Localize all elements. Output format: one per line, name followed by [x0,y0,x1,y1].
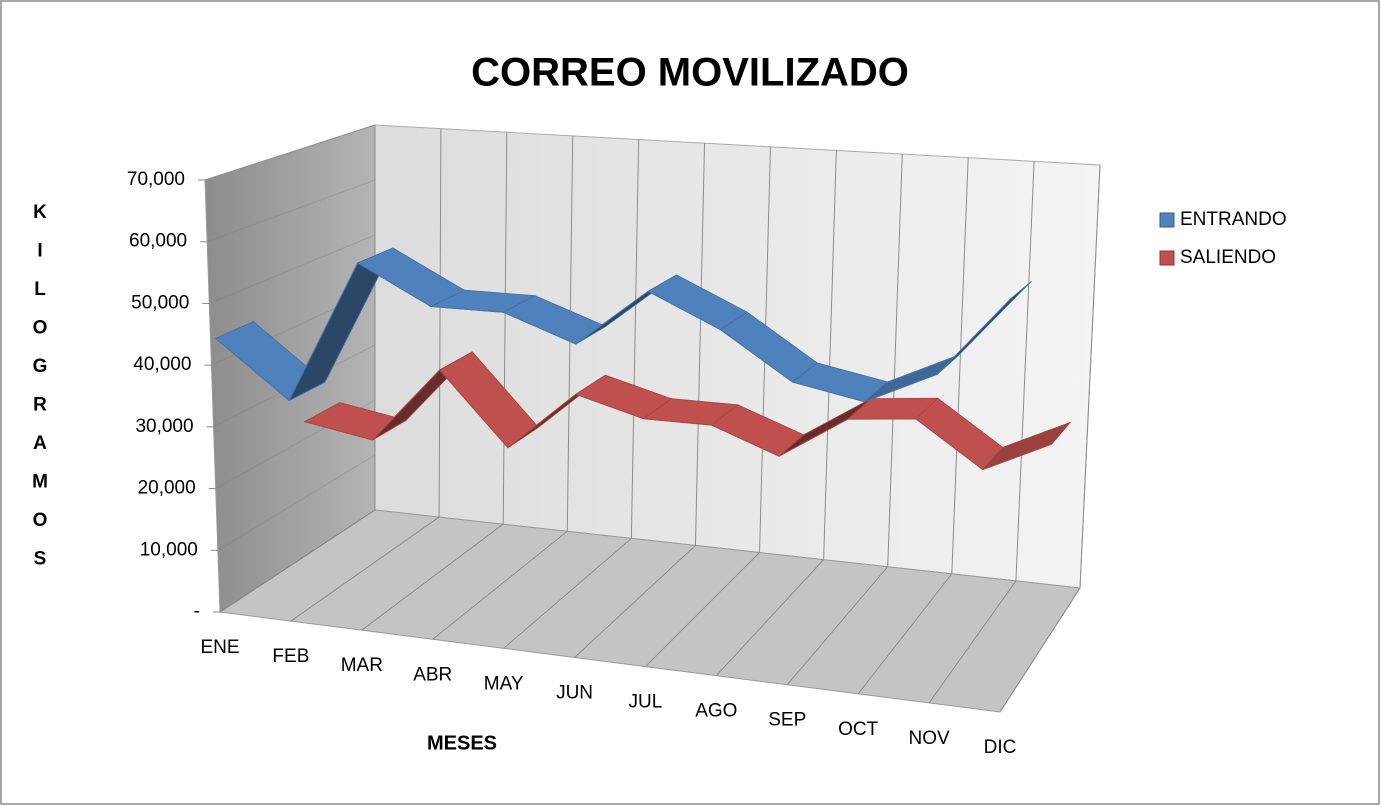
floor-grid-line [432,530,568,640]
grid-line [502,132,508,525]
floor-grid-line [928,580,1017,704]
x-axis-title: MESES [427,732,497,754]
y-tick-label: 70,000 [127,169,185,190]
floor-grid-line [786,566,889,686]
y-tick-label: 10,000 [140,539,198,560]
grid-line [219,509,376,613]
grid-line [951,157,969,574]
legend-swatch [1159,212,1175,228]
series-line [304,369,1052,471]
grid-line [630,139,640,539]
grid-line [206,179,376,243]
back-wall [374,124,1101,589]
floor-grid-line [645,552,760,667]
grid-line [1079,164,1101,589]
y-tick-label: - [194,601,200,622]
y-tick-label: 30,000 [135,416,193,437]
x-tick-label: NOV [908,728,950,749]
legend-label: ENTRANDO [1180,209,1287,230]
grid-line [438,128,442,518]
y-tick-label: 20,000 [138,478,196,499]
y-tick-label: 40,000 [133,354,191,375]
x-tick-label: JUL [629,692,663,713]
x-tick-label: DIC [984,737,1017,758]
floor-grid-line [361,523,504,631]
chart-title: CORREO MOVILIZADO [471,51,909,95]
legend-label: SALIENDO [1180,247,1276,268]
x-tick-label: OCT [838,719,879,740]
floor-grid-line [574,545,696,658]
x-tick-label: FEB [272,646,309,667]
legend-swatch [1159,250,1175,266]
grid-line [823,150,837,560]
grid-line [209,234,376,304]
grid-line [694,143,706,546]
y-tick-label: 50,000 [131,292,189,313]
grid-line [887,154,903,567]
x-tick-label: ABR [413,664,452,685]
x-tick-label: MAR [341,655,383,676]
floor-grid-line [503,537,632,649]
x-tick-label: AGO [695,701,737,722]
grid-line [204,124,376,181]
floor-grid-line [857,573,953,695]
floor-grid-line [999,587,1081,713]
x-tick-label: ENE [200,637,239,658]
x-tick-label: JUN [556,682,593,703]
x-tick-label: MAY [484,673,524,694]
grid-line [1015,161,1035,581]
y-tick-label: 60,000 [129,231,187,252]
grid-line [217,454,376,551]
floor-grid-line [290,516,440,622]
series-line [215,262,1012,403]
x-tick-label: SEP [768,710,806,731]
floor-grid-line [219,509,376,613]
floor-grid-line [715,559,825,676]
